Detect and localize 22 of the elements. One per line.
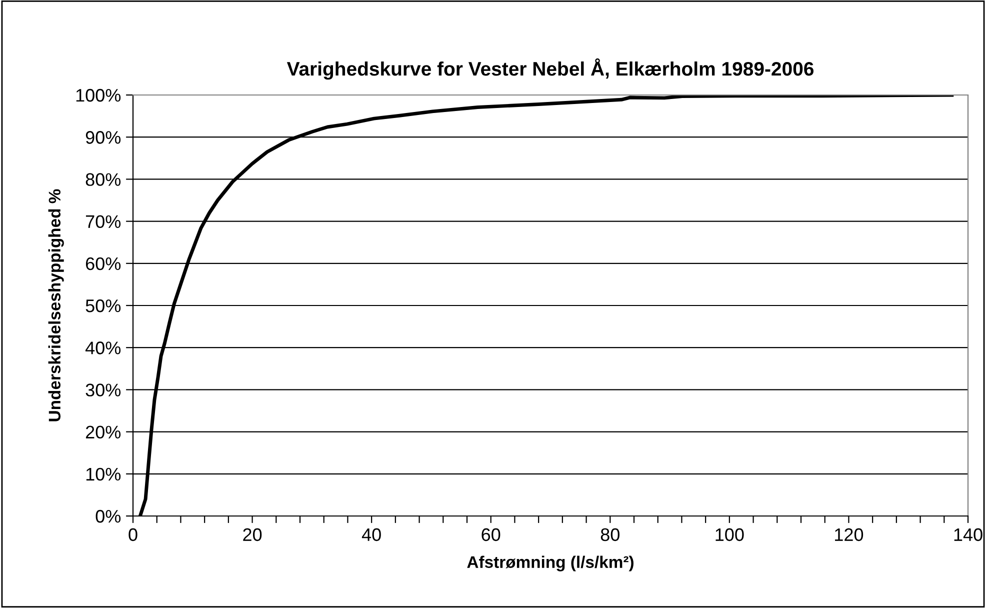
x-tick-label: 100	[716, 528, 744, 542]
x-tick-label: 40	[362, 528, 381, 542]
y-tick-label: 10%	[86, 468, 121, 481]
y-tick-label: 0%	[96, 510, 121, 523]
y-tick-label: 40%	[85, 342, 121, 354]
y-tick-label: 60%	[86, 257, 121, 270]
y-tick-label: 70%	[86, 215, 121, 228]
y-tick-label: 80%	[86, 173, 121, 186]
y-tick-label: 20%	[86, 426, 121, 439]
x-tick-label: 140	[954, 528, 982, 542]
y-axis-title: Underskridelseshyppighed %	[48, 189, 64, 422]
x-tick-label: 80	[600, 528, 620, 542]
y-tick-label: 50%	[86, 299, 121, 312]
x-tick-label: 60	[482, 528, 500, 542]
y-tick-label: 30%	[86, 384, 121, 396]
y-tick-label: 90%	[86, 131, 121, 144]
y-tick-label: 100%	[76, 88, 121, 102]
chart-title: Varighedskurve for Vester Nebel Å, Elkærholm 1989-2006	[286, 58, 814, 80]
x-axis-title: Afstrømning (l/s/km²)	[467, 556, 634, 572]
x-tick-label: 20	[243, 528, 262, 542]
x-tick-label: 0	[128, 528, 138, 542]
x-tick-label: 120	[835, 528, 864, 542]
